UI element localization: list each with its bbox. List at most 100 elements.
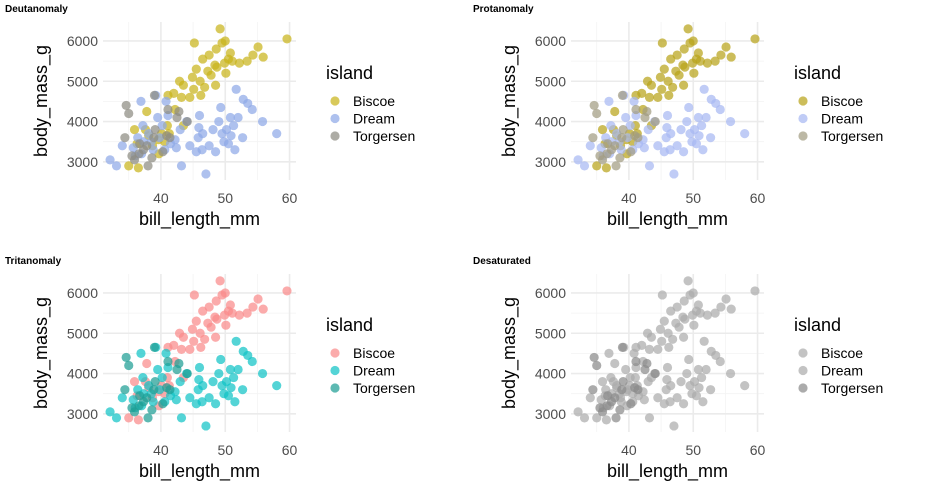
point-biscoe (210, 332, 221, 342)
point-biscoe (187, 324, 198, 334)
point-dream (175, 377, 185, 387)
y-tick-label: 6000 (535, 285, 566, 301)
point-dream (214, 116, 224, 127)
point-biscoe (142, 358, 152, 369)
point-biscoe (668, 82, 678, 92)
point-biscoe (716, 302, 726, 312)
legend-title: island (794, 63, 841, 83)
point-dream (247, 356, 257, 367)
point-biscoe (211, 296, 221, 306)
point-dream (238, 385, 248, 395)
point-biscoe (206, 322, 216, 332)
point-dream (706, 385, 716, 395)
point-biscoe (610, 358, 620, 369)
point-biscoe (721, 294, 731, 304)
point-dream (672, 141, 682, 151)
legend-label: Torgersen (821, 380, 883, 396)
point-biscoe (726, 304, 736, 314)
point-biscoe (219, 58, 230, 68)
point-biscoe (702, 310, 712, 320)
point-biscoe (679, 296, 689, 306)
point-dream (687, 389, 697, 399)
legend-label: Torgersen (353, 128, 415, 144)
y-tick-label: 4000 (67, 366, 98, 382)
point-torgersen (149, 385, 159, 395)
point-torgersen (138, 397, 149, 407)
point-biscoe (248, 50, 258, 60)
legend-key-dream (330, 365, 340, 376)
point-biscoe (176, 344, 187, 354)
point-biscoe (644, 344, 655, 354)
point-torgersen (650, 368, 660, 379)
point-biscoe (133, 415, 143, 425)
point-dream (208, 125, 218, 135)
point-biscoe (680, 62, 690, 72)
point-dream (226, 383, 236, 393)
point-dream (117, 393, 127, 403)
point-biscoe (642, 76, 653, 86)
point-biscoe (227, 308, 237, 318)
point-torgersen (165, 133, 175, 143)
point-dream (662, 110, 673, 121)
x-tick-label: 60 (750, 190, 766, 206)
point-dream (699, 336, 709, 346)
y-tick-label: 6000 (535, 33, 566, 49)
point-biscoe (653, 344, 663, 354)
point-dream (231, 336, 241, 346)
point-dream (176, 413, 187, 423)
point-dream (685, 381, 695, 391)
point-biscoe (657, 84, 667, 94)
point-dream (233, 364, 243, 375)
point-dream (138, 372, 148, 383)
x-axis-title: bill_length_mm (139, 461, 260, 482)
point-dream (217, 381, 227, 391)
x-tick-label: 40 (153, 442, 169, 458)
panel-protanomaly: Protanomaly 40 50 60 3000 4000 5000 6000 bill_le… (473, 4, 883, 230)
point-biscoe (721, 42, 731, 52)
point-torgersen (617, 133, 627, 143)
point-biscoe (659, 316, 669, 326)
point-dream (247, 104, 257, 115)
legend-key-dream (330, 113, 340, 124)
y-tick-label: 3000 (535, 406, 566, 422)
point-torgersen (615, 405, 625, 415)
point-torgersen (147, 405, 157, 415)
point-dream (272, 129, 282, 139)
point-dream (230, 145, 240, 155)
point-dream (228, 372, 239, 383)
legend-key-biscoe (330, 348, 340, 358)
point-torgersen (597, 155, 608, 165)
point-dream (653, 141, 663, 151)
point-biscoe (679, 44, 689, 54)
point-biscoe (174, 76, 185, 86)
point-biscoe (689, 320, 699, 330)
point-biscoe (174, 328, 185, 338)
point-biscoe (215, 24, 225, 34)
point-dream (644, 161, 655, 171)
point-biscoe (693, 300, 703, 310)
point-biscoe (221, 68, 231, 78)
point-torgersen (631, 356, 641, 367)
point-torgersen (626, 147, 636, 157)
point-dream (238, 133, 248, 143)
point-torgersen (631, 104, 641, 115)
point-biscoe (668, 334, 678, 344)
panel-title: Protanomaly (473, 4, 534, 15)
point-dream (694, 131, 704, 141)
point-dream (644, 413, 655, 423)
point-biscoe (659, 64, 669, 74)
point-biscoe (211, 44, 221, 54)
point-biscoe (655, 72, 666, 82)
point-dream (105, 155, 115, 165)
point-dream (201, 169, 211, 179)
point-dream (219, 389, 229, 399)
point-dream (606, 372, 616, 383)
point-dream (682, 116, 692, 127)
point-torgersen (642, 358, 652, 369)
point-torgersen (147, 153, 157, 163)
point-dream (701, 112, 711, 123)
point-dream (604, 96, 614, 107)
point-biscoe (657, 336, 667, 346)
point-dream (272, 381, 282, 391)
point-biscoe (212, 62, 222, 72)
